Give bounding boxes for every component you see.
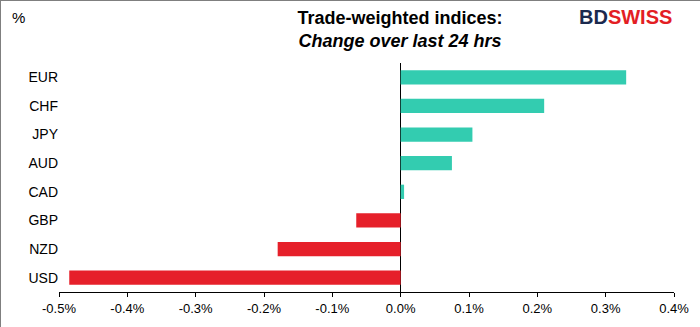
svg-text:-0.3%: -0.3% — [179, 301, 213, 316]
svg-text:-0.1%: -0.1% — [315, 301, 349, 316]
svg-text:0.3%: 0.3% — [591, 301, 621, 316]
svg-text:EUR: EUR — [28, 69, 58, 85]
svg-text:USD: USD — [28, 270, 58, 286]
svg-text:0.1%: 0.1% — [454, 301, 484, 316]
svg-text:-0.2%: -0.2% — [247, 301, 281, 316]
svg-text:-0.5%: -0.5% — [42, 301, 76, 316]
svg-text:-0.4%: -0.4% — [110, 301, 144, 316]
svg-text:GBP: GBP — [28, 212, 58, 228]
svg-text:CAD: CAD — [28, 184, 58, 200]
svg-text:0.2%: 0.2% — [523, 301, 553, 316]
svg-text:Trade-weighted indices:Change: Trade-weighted indices:Change over last … — [297, 8, 502, 51]
svg-text:0.0%: 0.0% — [386, 301, 416, 316]
svg-text:%: % — [12, 9, 25, 26]
svg-text:0.4%: 0.4% — [659, 301, 689, 316]
svg-text:CHF: CHF — [29, 98, 58, 114]
svg-text:BDSWISS: BDSWISS — [579, 6, 672, 28]
svg-text:NZD: NZD — [29, 241, 58, 257]
svg-text:AUD: AUD — [28, 155, 58, 171]
svg-text:JPY: JPY — [32, 126, 58, 142]
